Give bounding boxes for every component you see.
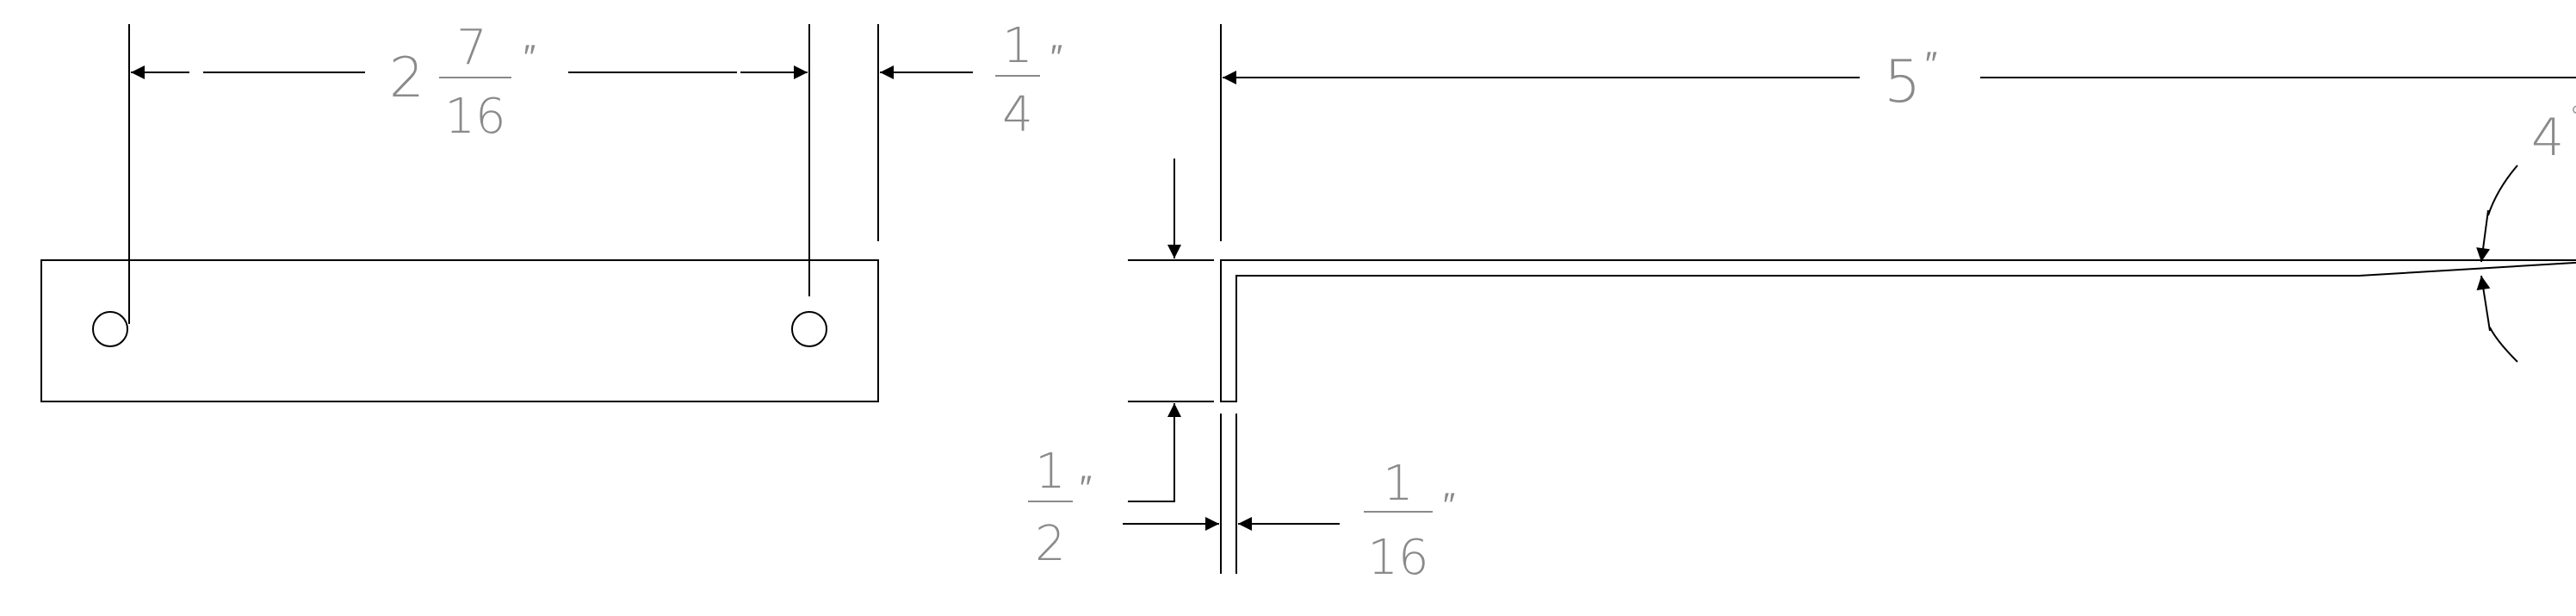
angle-arc-upper (2487, 165, 2518, 216)
thickness-denominator: 16 (1367, 530, 1428, 586)
mounting-hole-right (791, 311, 827, 347)
hole-spacing-denominator: 16 (444, 89, 505, 145)
hole-spacing-numerator: 7 (456, 20, 487, 76)
bracket-profile (1220, 259, 2576, 402)
height-numerator: 1 (1035, 444, 1066, 500)
height-denominator: 2 (1035, 516, 1066, 572)
edge-offset-denominator: 4 (1002, 87, 1033, 143)
top-view (40, 24, 973, 402)
height-leader-bottom (1128, 469, 1175, 502)
thickness-numerator: 1 (1383, 456, 1414, 512)
angle-value: 4 (2531, 108, 2564, 168)
plate-outline (40, 259, 879, 402)
length-unit: ″ (1925, 45, 1937, 84)
angle-label: 4 ° (2531, 100, 2576, 168)
angle-arrow-lower (2476, 275, 2491, 332)
length-label: 5 ″ (1884, 45, 1937, 116)
edge-offset-label: 1 4 ″ (995, 18, 1062, 143)
hole-spacing-unit: ″ (523, 38, 536, 78)
hole-spacing-label: 2 7 16 ″ (389, 20, 536, 145)
height-unit: ″ (1080, 469, 1092, 508)
hole-spacing-whole: 2 (389, 47, 424, 110)
edge-offset-unit: ″ (1050, 38, 1062, 78)
edge-offset-numerator: 1 (1002, 18, 1033, 74)
side-view (1123, 24, 2576, 574)
thickness-unit: ″ (1443, 486, 1455, 526)
angle-unit: ° (2569, 100, 2576, 135)
thickness-label: 1 16 ″ (1364, 456, 1455, 586)
angle-arrow-upper (2476, 209, 2491, 263)
length-value: 5 (1884, 48, 1921, 116)
height-label: 1 2 ″ (1028, 444, 1092, 572)
mounting-hole-left (92, 311, 128, 347)
angle-arc-lower (2489, 327, 2518, 363)
